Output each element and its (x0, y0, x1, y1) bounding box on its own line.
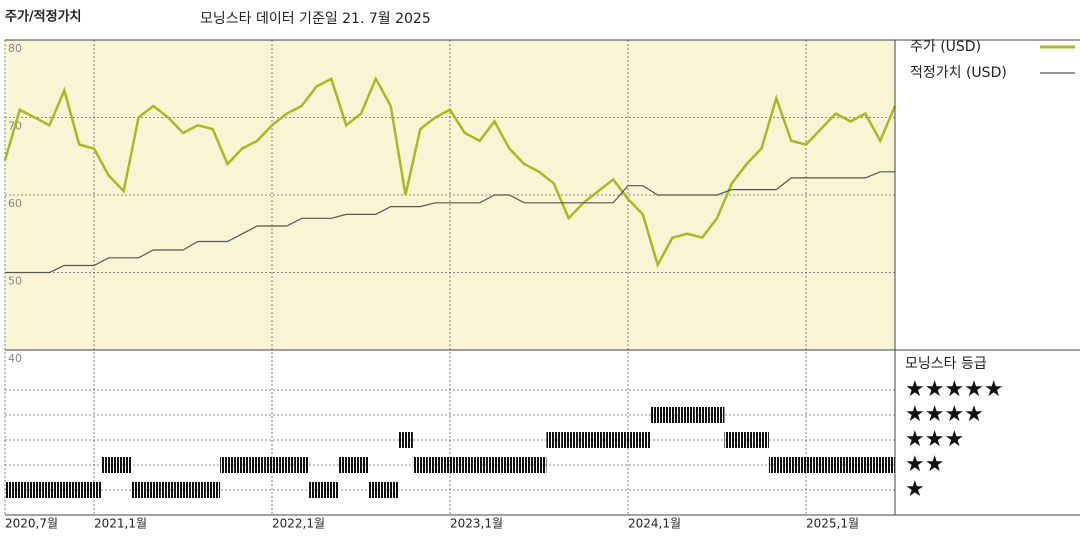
rating-mark (131, 482, 146, 498)
x-tick-label: 2022,1월 (272, 517, 325, 531)
rating-mark (783, 457, 799, 473)
series-line (3, 75, 897, 269)
rating-mark (205, 482, 221, 498)
x-tick-label: 2025,1월 (806, 517, 859, 531)
rating-mark (309, 482, 324, 498)
rating-mark (5, 482, 13, 498)
rating-label: ★★ (905, 452, 944, 477)
y-tick-label: 80 (8, 42, 22, 55)
rating-mark (86, 482, 102, 498)
x-tick-label: 2020,7월 (5, 517, 58, 531)
rating-mark (887, 457, 895, 473)
rating-mark (175, 482, 191, 498)
y-tick-label: 50 (8, 275, 22, 288)
rating-mark (457, 457, 473, 473)
rating-mark (709, 407, 725, 423)
rating-mark (739, 432, 755, 448)
rating-mark (27, 482, 43, 498)
rating-mark (234, 457, 250, 473)
rating-mark (605, 432, 621, 448)
rating-mark (620, 432, 636, 448)
rating-mark (294, 457, 310, 473)
rating-mark (516, 457, 532, 473)
rating-label: ★★★ (905, 427, 964, 452)
rating-mark (857, 457, 873, 473)
rating-mark (472, 457, 488, 473)
rating-mark (338, 457, 354, 473)
rating-mark (679, 407, 695, 423)
series-line (5, 171, 895, 274)
rating-mark (279, 457, 295, 473)
rating-mark (501, 457, 517, 473)
rating-mark (487, 457, 502, 473)
rating-mark (665, 407, 680, 423)
rating-mark (368, 482, 384, 498)
rating-label: ★★★★★ (905, 377, 1004, 402)
x-tick-label: 2023,1월 (450, 517, 503, 531)
rating-mark (872, 457, 888, 473)
rating-mark (724, 432, 740, 448)
rating-mark (813, 457, 829, 473)
rating-mark (190, 482, 206, 498)
rating-mark (383, 482, 399, 498)
x-tick-label: 2024,1월 (628, 517, 681, 531)
rating-mark (546, 432, 562, 448)
rating-label: ★★★★ (905, 402, 984, 427)
rating-mark (160, 482, 176, 498)
rating-mark (576, 432, 591, 448)
rating-mark (442, 457, 458, 473)
chart-title: 주가/적정가치 (5, 9, 82, 25)
rating-mark (635, 432, 651, 448)
rating-mark (12, 482, 28, 498)
rating-mark (398, 432, 413, 448)
legend-label: 적정가치 (USD) (910, 65, 1007, 81)
rating-mark (116, 457, 132, 473)
y-tick-label: 40 (8, 352, 22, 365)
rating-mark (71, 482, 87, 498)
rating-mark (754, 432, 769, 448)
rating-mark (56, 482, 72, 498)
x-tick-label: 2021,1월 (94, 517, 147, 531)
chart-subtitle: 모닝스타 데이터 기준일 21. 7월 2025 (200, 11, 431, 27)
rating-mark (590, 432, 606, 448)
plot: 2020,7월 2021,1월 2022,1월 2023,1월 2024,1월 2025,… (3, 39, 1075, 531)
rating-mark (353, 457, 369, 473)
rating-title: 모닝스타 등급 (905, 356, 987, 372)
y-tick-label: 60 (8, 197, 22, 210)
rating-mark (768, 457, 784, 473)
rating-mark (264, 457, 280, 473)
rating-mark (531, 457, 547, 473)
legend-label: 주가 (USD) (910, 39, 981, 55)
rating-mark (561, 432, 577, 448)
rating-mark (249, 457, 265, 473)
rating-mark (828, 457, 844, 473)
rating-mark (145, 482, 161, 498)
rating-mark (650, 407, 666, 423)
rating-mark (42, 482, 57, 498)
rating-mark (427, 457, 443, 473)
rating-mark (220, 457, 235, 473)
rating-label: ★ (905, 477, 925, 502)
rating-mark (101, 457, 117, 473)
rating-mark (323, 482, 339, 498)
rating-mark (694, 407, 710, 423)
rating-mark (412, 457, 428, 473)
rating-mark (798, 457, 814, 473)
rating-mark (843, 457, 858, 473)
